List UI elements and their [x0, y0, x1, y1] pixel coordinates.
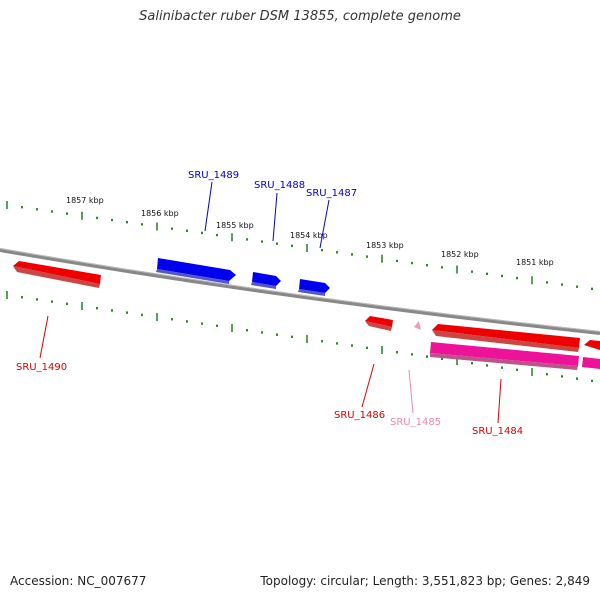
- gene-sru-1488-arrow[interactable]: [252, 272, 281, 286]
- gene-sru-1484-arrow[interactable]: [432, 324, 580, 348]
- gene-sru-1490-arrow[interactable]: [13, 261, 101, 284]
- gene-sru-1487-arrow[interactable]: [299, 279, 330, 293]
- gene-sru-1484-rna-track-shadow: [430, 353, 578, 370]
- gene-sru-1484[interactable]: [430, 324, 600, 370]
- gene-sru-1489[interactable]: [156, 258, 236, 284]
- gene-leader-lines: [39, 181, 502, 424]
- gene-label-sru-1486[interactable]: SRU_1486: [334, 410, 385, 421]
- scale-label-1853: 1853 kbp: [366, 241, 404, 250]
- gene-sru-1486[interactable]: [365, 316, 393, 331]
- scale-label-1851: 1851 kbp: [516, 258, 554, 267]
- scale-label-1854: 1854 kbp: [290, 231, 328, 240]
- gene-label-sru-1484[interactable]: SRU_1484: [472, 426, 523, 437]
- gene-sru-1488-shadow: [251, 282, 276, 289]
- gene-sru-1490[interactable]: [13, 261, 101, 288]
- leader-sru-1487: [319, 199, 330, 249]
- leader-sru-1488: [272, 192, 278, 242]
- gene-sru-1484-rna-track-next[interactable]: [582, 357, 600, 369]
- gene-sru-1489-shadow: [156, 269, 229, 284]
- gene-label-sru-1485[interactable]: SRU_1485: [390, 417, 441, 428]
- accession-label: Accession: NC_007677: [10, 574, 147, 588]
- gene-sru-1490-shadow: [13, 266, 100, 288]
- reverse-strand-genes: [13, 261, 600, 370]
- scale-ticks: [6, 201, 593, 383]
- leader-sru-1486: [361, 363, 375, 408]
- gene-sru-1484-next-arrow[interactable]: [584, 340, 600, 350]
- gene-sru-1487-shadow: [298, 289, 325, 296]
- scale-label-1856: 1856 kbp: [141, 209, 179, 218]
- gene-label-sru-1490[interactable]: SRU_1490: [16, 362, 67, 373]
- leader-sru-1489: [204, 181, 213, 232]
- gene-sru-1486-shadow: [365, 321, 392, 331]
- genome-backbone-highlight: [0, 248, 600, 332]
- genome-backbone: [0, 248, 600, 335]
- gene-sru-1488[interactable]: [251, 272, 281, 289]
- gene-sru-1485-arrow[interactable]: [414, 321, 421, 330]
- gene-label-sru-1487[interactable]: SRU_1487: [306, 188, 357, 199]
- leader-sru-1484: [497, 378, 502, 424]
- gene-sru-1489-arrow[interactable]: [157, 258, 236, 281]
- genome-stats-label: Topology: circular; Length: 3,551,823 bp…: [260, 574, 590, 588]
- gene-sru-1485[interactable]: [414, 321, 421, 330]
- gene-sru-1484-shadow: [432, 330, 579, 352]
- gene-sru-1484-rna-track[interactable]: [430, 342, 579, 366]
- scale-label-1852: 1852 kbp: [441, 250, 479, 259]
- page-title: Salinibacter ruber DSM 13855, complete g…: [139, 9, 461, 24]
- gene-label-sru-1488[interactable]: SRU_1488: [254, 180, 305, 191]
- gene-sru-1486-arrow[interactable]: [365, 316, 393, 327]
- scale-label-1855: 1855 kbp: [216, 221, 254, 230]
- gene-sru-1487[interactable]: [298, 279, 330, 296]
- leader-sru-1485: [408, 369, 414, 414]
- gene-labels: SRU_1489 SRU_1488 SRU_1487 SRU_1490 SRU_…: [16, 170, 523, 437]
- scale-labels: 1857 kbp 1856 kbp 1855 kbp 1854 kbp 1853…: [66, 196, 554, 267]
- forward-strand-genes: [156, 258, 330, 296]
- leader-sru-1490: [39, 315, 49, 359]
- gene-label-sru-1489[interactable]: SRU_1489: [188, 170, 239, 181]
- scale-label-1857: 1857 kbp: [66, 196, 104, 205]
